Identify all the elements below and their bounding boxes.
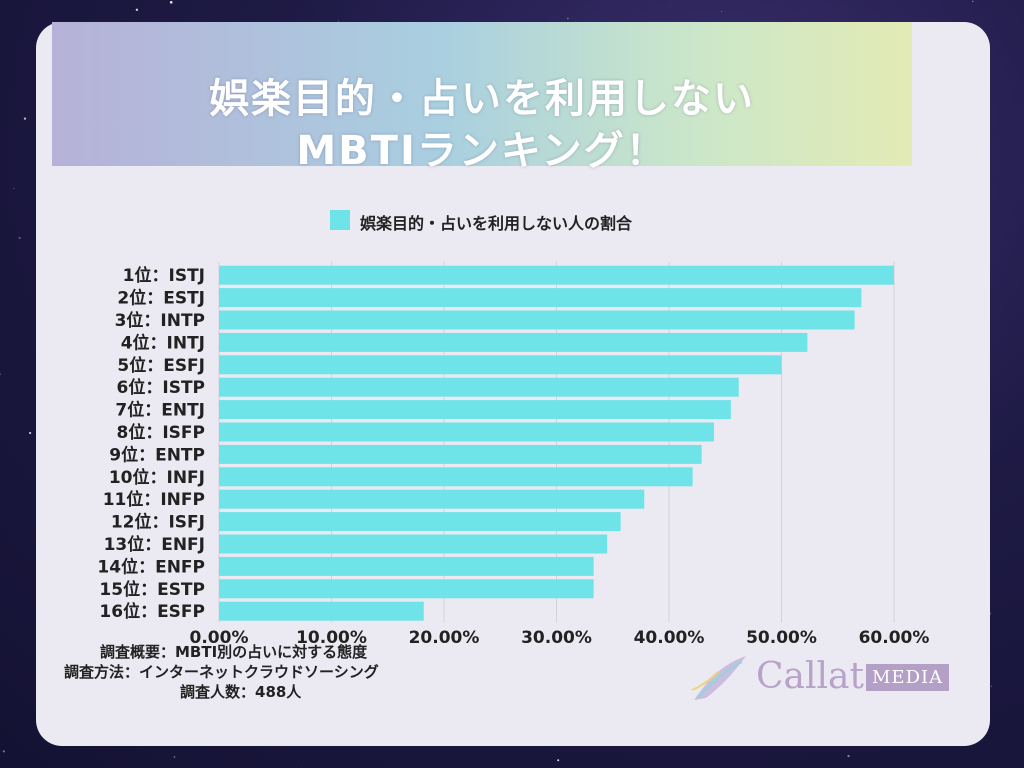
category-label: 6位：ISTP <box>117 377 205 398</box>
bar <box>219 512 621 532</box>
category-label: 2位：ESTJ <box>117 288 205 309</box>
feather-logo-icon <box>691 656 746 700</box>
x-tick-label: 10.00% <box>296 628 367 648</box>
bar <box>219 377 739 397</box>
bar <box>219 579 594 599</box>
bar <box>219 355 782 375</box>
chart-title-line-1: 娯楽目的・占いを利用しない <box>209 76 755 122</box>
bar <box>219 310 855 330</box>
bar <box>219 400 731 420</box>
x-tick-label: 50.00% <box>746 628 817 648</box>
category-label: 11位：INFP <box>103 489 205 510</box>
x-tick-label: 20.00% <box>409 628 480 648</box>
bar <box>219 601 424 621</box>
legend-swatch <box>330 210 350 230</box>
category-label: 15位：ESTP <box>99 579 205 600</box>
category-label: 3位：INTP <box>115 310 205 331</box>
survey-note-overview: 調査概要：MBTI別の占いに対する態度 <box>100 643 368 661</box>
survey-note-count: 調査人数：488人 <box>180 683 302 701</box>
legend-label: 娯楽目的・占いを利用しない人の割合 <box>360 214 633 233</box>
category-label: 5位：ESFJ <box>117 355 205 376</box>
bar <box>219 332 808 352</box>
x-tick-label: 40.00% <box>634 628 705 648</box>
title-banner: 娯楽目的・占いを利用しない MBTIランキング！ <box>52 22 912 174</box>
bar <box>219 489 645 509</box>
survey-notes: 調査概要：MBTI別の占いに対する態度 調査方法：インターネットクラウドソーシン… <box>20 642 420 702</box>
category-label: 1位：ISTJ <box>123 265 205 286</box>
callat-media-logo: Callat MEDIA <box>688 650 950 708</box>
bar <box>219 444 702 464</box>
bar <box>219 422 714 442</box>
x-tick-label: 60.00% <box>859 628 930 648</box>
bar <box>219 556 594 576</box>
category-label: 13位：ENFJ <box>104 534 205 555</box>
logo-badge: MEDIA <box>866 664 950 691</box>
x-tick-label: 30.00% <box>521 628 592 648</box>
category-label: 7位：ENTJ <box>115 400 205 421</box>
bar <box>219 265 894 285</box>
survey-note-method: 調査方法：インターネットクラウドソーシング <box>64 663 379 681</box>
category-label: 8位：ISFP <box>117 422 205 443</box>
category-label: 4位：INTJ <box>121 332 205 353</box>
category-label: 12位：ISFJ <box>111 512 205 533</box>
bar <box>219 534 608 554</box>
logo-wordmark: Callat <box>756 656 864 697</box>
category-label: 16位：ESFP <box>99 601 205 622</box>
bar <box>219 288 862 308</box>
category-label: 14位：ENFP <box>97 556 205 577</box>
category-label: 9位：ENTP <box>109 444 205 465</box>
bar <box>219 467 693 487</box>
chart-title-line-2: MBTIランキング！ <box>296 128 668 174</box>
category-label: 10位：INFJ <box>109 467 205 488</box>
x-tick-label: 0.00% <box>190 628 249 648</box>
